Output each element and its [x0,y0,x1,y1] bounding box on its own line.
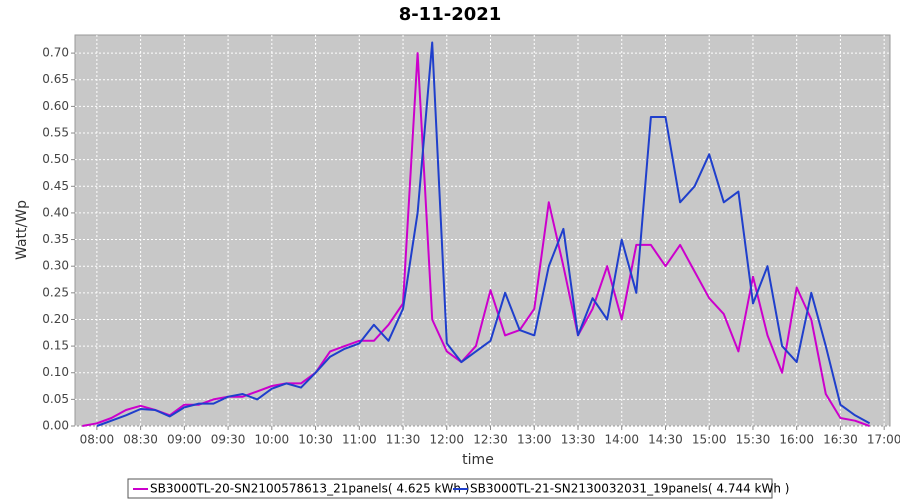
y-tick-label: 0.25 [42,285,69,299]
y-tick-label: 0.20 [42,312,69,326]
y-tick-label: 0.60 [42,99,69,113]
x-tick-label: 17:00 [867,433,900,447]
legend [127,478,773,499]
y-tick-label: 0.05 [42,392,69,406]
x-tick-label: 15:30 [736,433,771,447]
y-tick-label: 0.30 [42,259,69,273]
series-line [96,41,871,427]
x-tick-label: 09:30 [211,433,246,447]
y-tick-label: 0.15 [42,339,69,353]
x-tick-label: 12:30 [473,433,508,447]
y-tick-label: 0.65 [42,72,69,86]
x-tick-label: 16:00 [779,433,814,447]
chart-title: 8-11-2021 [399,4,502,25]
x-tick-label: 14:30 [648,433,683,447]
x-tick-label: 13:00 [517,433,552,447]
y-tick-label: 0.45 [42,179,69,193]
legend-label: SB3000TL-21-SN2130032031_19panels( 4.744… [470,482,789,496]
x-tick-label: 13:30 [561,433,596,447]
x-tick-label: 08:00 [80,433,115,447]
x-tick-label: 10:00 [255,433,290,447]
y-tick-label: 0.55 [42,126,69,140]
x-tick-label: 16:30 [823,433,858,447]
x-tick-label: 09:00 [167,433,202,447]
x-tick-label: 12:00 [429,433,464,447]
x-axis-label: time [462,452,494,468]
x-tick-label: 14:00 [604,433,639,447]
y-tick-label: 0.40 [42,205,69,219]
y-tick-label: 0.10 [42,365,69,379]
x-tick-label: 11:00 [342,433,377,447]
plot-area [74,34,891,427]
y-tick-label: 0.70 [42,46,69,60]
y-tick-label: 0.50 [42,152,69,166]
series-line [82,52,870,427]
x-tick-label: 08:30 [123,433,158,447]
legend-label: SB3000TL-20-SN2100578613_21panels( 4.625… [150,482,469,496]
y-tick-label: 0.35 [42,232,69,246]
x-tick-label: 15:00 [692,433,727,447]
y-tick-label: 0.00 [42,419,69,433]
y-axis-label: Watt/Wp [14,200,30,260]
x-tick-label: 11:30 [386,433,421,447]
x-tick-label: 10:30 [298,433,333,447]
